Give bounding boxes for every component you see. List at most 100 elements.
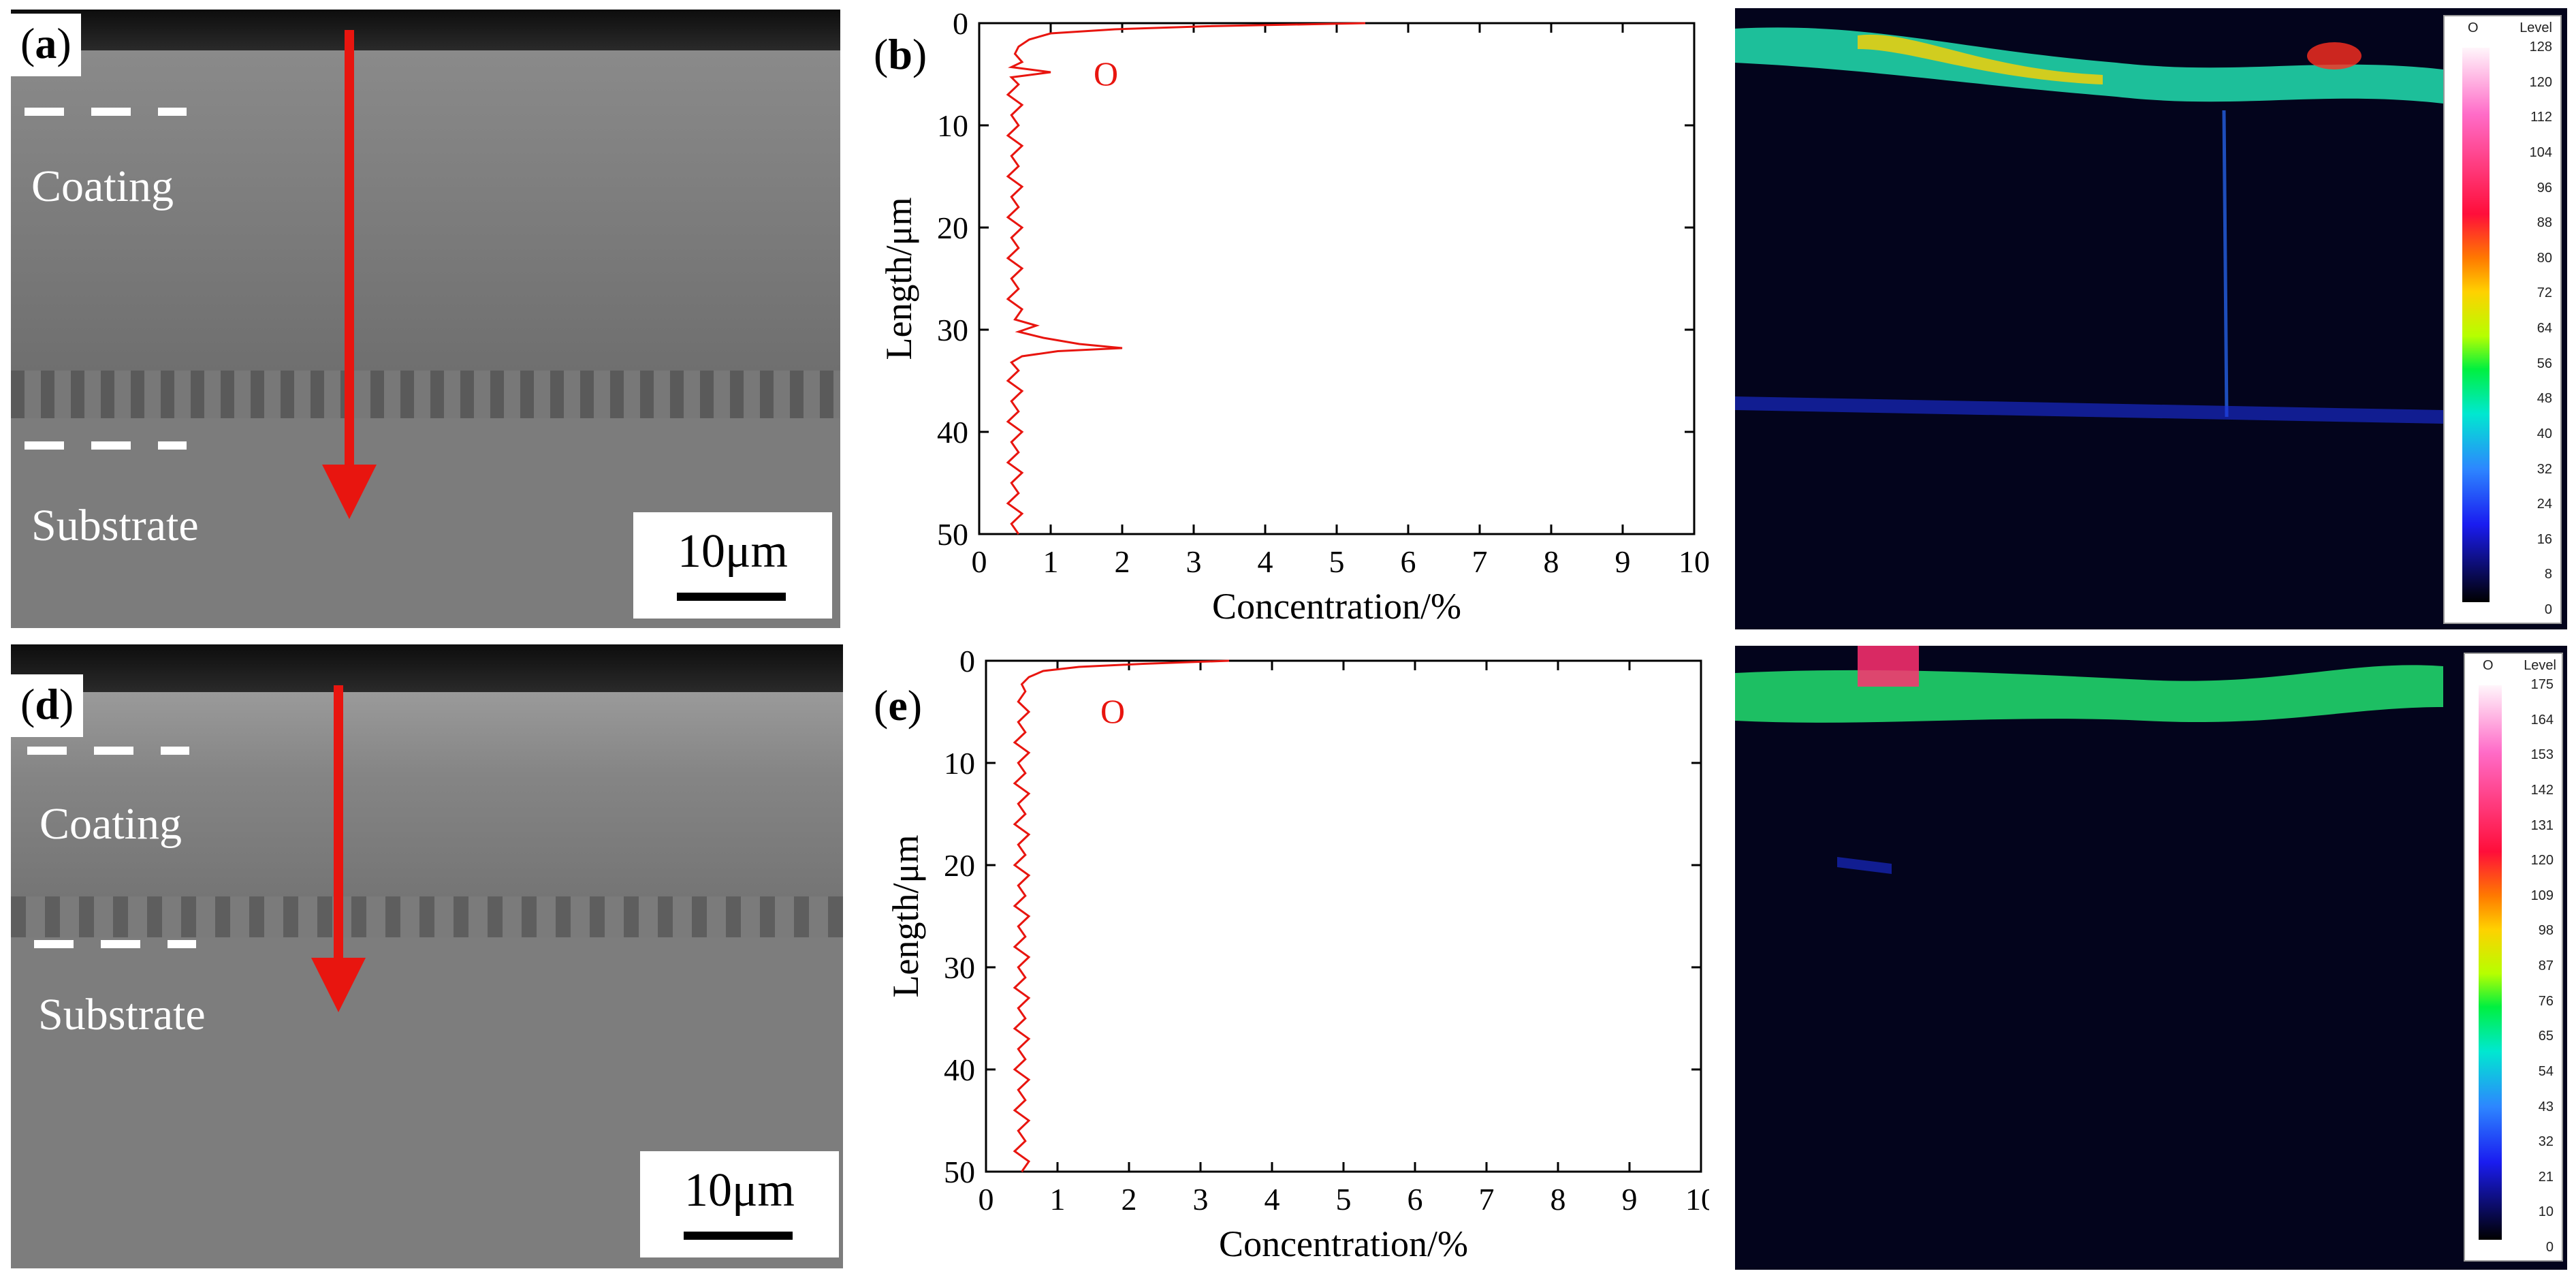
oxide-hotspot [2307, 42, 2362, 69]
coating-label: Coating [31, 161, 174, 211]
legend-ticks-f: 175 164 153 142 131 120 109 98 87 76 65 54 43 32 21 10 0 [2465, 677, 2562, 1255]
chart-panel-e: (e) 0 1 2 3 4 5 6 7 8 9 10 0 10 20 30 40 50 Concentration… [865, 638, 1709, 1282]
x-tick-label: 0 [972, 544, 987, 579]
element-annotation: O [1094, 54, 1118, 93]
scale-bar [677, 593, 786, 601]
oxygen-concentration-line [1013, 659, 1230, 1172]
y-tick-label: 20 [937, 210, 968, 245]
legend-tick-label: 96 [2537, 180, 2552, 196]
y-axis-label: Length/μm [878, 198, 919, 360]
legend-tick-label: 88 [2537, 215, 2552, 231]
chart-panel-b: (b) 0 1 2 3 4 5 6 7 8 9 10 0 10 20 30 40 50 Concentration… [865, 0, 1709, 634]
eds-map-c: O Level 128 120 112 104 96 88 80 72 64 56 48 40 32 24… [1735, 8, 2567, 629]
oxygen-concentration-line [1006, 22, 1366, 535]
legend-tick-label: 64 [2537, 321, 2552, 336]
legend-tick-label: 120 [2530, 853, 2554, 869]
x-tick-label: 10 [1679, 544, 1709, 579]
legend-tick-label: 72 [2537, 285, 2552, 301]
colorbar-gradient [2479, 685, 2502, 1240]
coating-top-dashed-line [27, 747, 189, 755]
linescan-arrow-head [311, 958, 366, 1012]
legend-tick-label: 80 [2537, 250, 2552, 266]
colorbar-gradient [2462, 48, 2490, 602]
legend-tick-label: 0 [2545, 1240, 2554, 1255]
oxygen-distribution-c [1735, 27, 2443, 424]
legend-tick-label: 43 [2538, 1099, 2554, 1114]
scale-bar-box: 10μm [633, 512, 832, 619]
legend-tick-label: 76 [2538, 993, 2554, 1009]
interface-porosity [11, 896, 843, 937]
line-chart-b: 0 1 2 3 4 5 6 7 8 9 10 0 10 20 30 40 50 Concentration/% Le… [878, 6, 1709, 627]
y-tick-label: 30 [937, 313, 968, 347]
substrate-label: Substrate [38, 990, 206, 1039]
legend-tick-label: 56 [2537, 356, 2552, 371]
surface-oxide-layer [1735, 665, 2443, 723]
legend-tick-label: 0 [2544, 602, 2552, 617]
panel-label-a: (a) [11, 14, 81, 76]
x-tick-label: 9 [1615, 544, 1631, 579]
x-tick-label: 1 [1043, 544, 1059, 579]
y-tick-label: 50 [944, 1155, 975, 1189]
scale-label: 10μm [678, 525, 788, 578]
legend-tick-label: 120 [2529, 74, 2552, 90]
linescan-arrow [345, 30, 354, 473]
legend-tick-label: 164 [2530, 712, 2554, 728]
legend-level-label: Level [2519, 20, 2552, 35]
y-tick-label: 10 [944, 746, 975, 781]
coating-bottom-dashed-line [34, 940, 196, 948]
legend-level-label: Level [2524, 658, 2556, 673]
y-tick-label: 50 [937, 517, 968, 552]
interface-oxide-band [1735, 396, 2443, 424]
legend-tick-label: 109 [2530, 888, 2554, 903]
y-tick-label: 40 [937, 415, 968, 450]
oxide-hotspot [1858, 646, 1919, 687]
panel-label-b: (b) [868, 30, 933, 79]
oxygen-distribution-f [1735, 646, 2443, 874]
x-axis-label: Concentration/% [1212, 586, 1461, 627]
legend-ticks-c: 128 120 112 104 96 88 80 72 64 56 48 40 32 24 16 8 0 [2445, 40, 2560, 617]
y-axis-label: Length/μm [885, 835, 926, 998]
x-tick-label: 8 [1551, 1182, 1566, 1217]
legend-tick-label: 104 [2529, 144, 2552, 160]
coating-region [11, 50, 840, 371]
x-tick-label: 0 [979, 1182, 994, 1217]
panel-label-e: (e) [868, 681, 928, 730]
legend-tick-label: 32 [2537, 461, 2552, 477]
x-tick-label: 5 [1336, 1182, 1352, 1217]
x-tick-label: 5 [1329, 544, 1345, 579]
legend-tick-label: 16 [2537, 531, 2552, 547]
coating-bottom-dashed-line [25, 441, 187, 450]
eds-map-f: O Level 175 164 153 142 131 120 109 98 87 76 65 54 4… [1735, 646, 2567, 1270]
legend-tick-label: 128 [2529, 40, 2552, 54]
legend-tick-label: 112 [2530, 110, 2552, 125]
linescan-arrow [334, 685, 343, 965]
legend-tick-label: 98 [2538, 923, 2554, 939]
linescan-arrow-head [322, 465, 377, 519]
x-tick-label: 7 [1479, 1182, 1495, 1217]
x-tick-label: 4 [1258, 544, 1273, 579]
x-axis-label: Concentration/% [1219, 1223, 1468, 1264]
legend-tick-label: 153 [2530, 747, 2554, 763]
x-tick-label: 7 [1472, 544, 1488, 579]
plot-frame [978, 22, 1696, 535]
legend-tick-label: 65 [2538, 1029, 2554, 1044]
panel-label-d: (d) [11, 674, 84, 737]
y-tick-label: 30 [944, 950, 975, 985]
surface-oxide-core [1858, 34, 2103, 85]
surface-dark-region [11, 10, 840, 50]
x-tick-label: 3 [1186, 544, 1202, 579]
x-tick-label: 9 [1622, 1182, 1638, 1217]
coating-label: Coating [39, 799, 182, 849]
vertical-crack-trace [2222, 110, 2229, 418]
y-tick-label: 20 [944, 848, 975, 883]
sem-image-a: (a) Coating Substrate 10μm [11, 10, 840, 628]
legend-element-label: O [2468, 20, 2479, 35]
x-tick-label: 8 [1544, 544, 1559, 579]
legend-tick-label: 8 [2544, 567, 2552, 582]
x-tick-label: 3 [1193, 1182, 1209, 1217]
interface-porosity [11, 371, 840, 418]
legend-tick-label: 32 [2538, 1134, 2554, 1150]
line-chart-e: 0 1 2 3 4 5 6 7 8 9 10 0 10 20 30 40 50 Concentration/% Le… [885, 644, 1709, 1264]
y-tick-label: 0 [959, 644, 975, 678]
legend-tick-label: 48 [2537, 391, 2552, 407]
